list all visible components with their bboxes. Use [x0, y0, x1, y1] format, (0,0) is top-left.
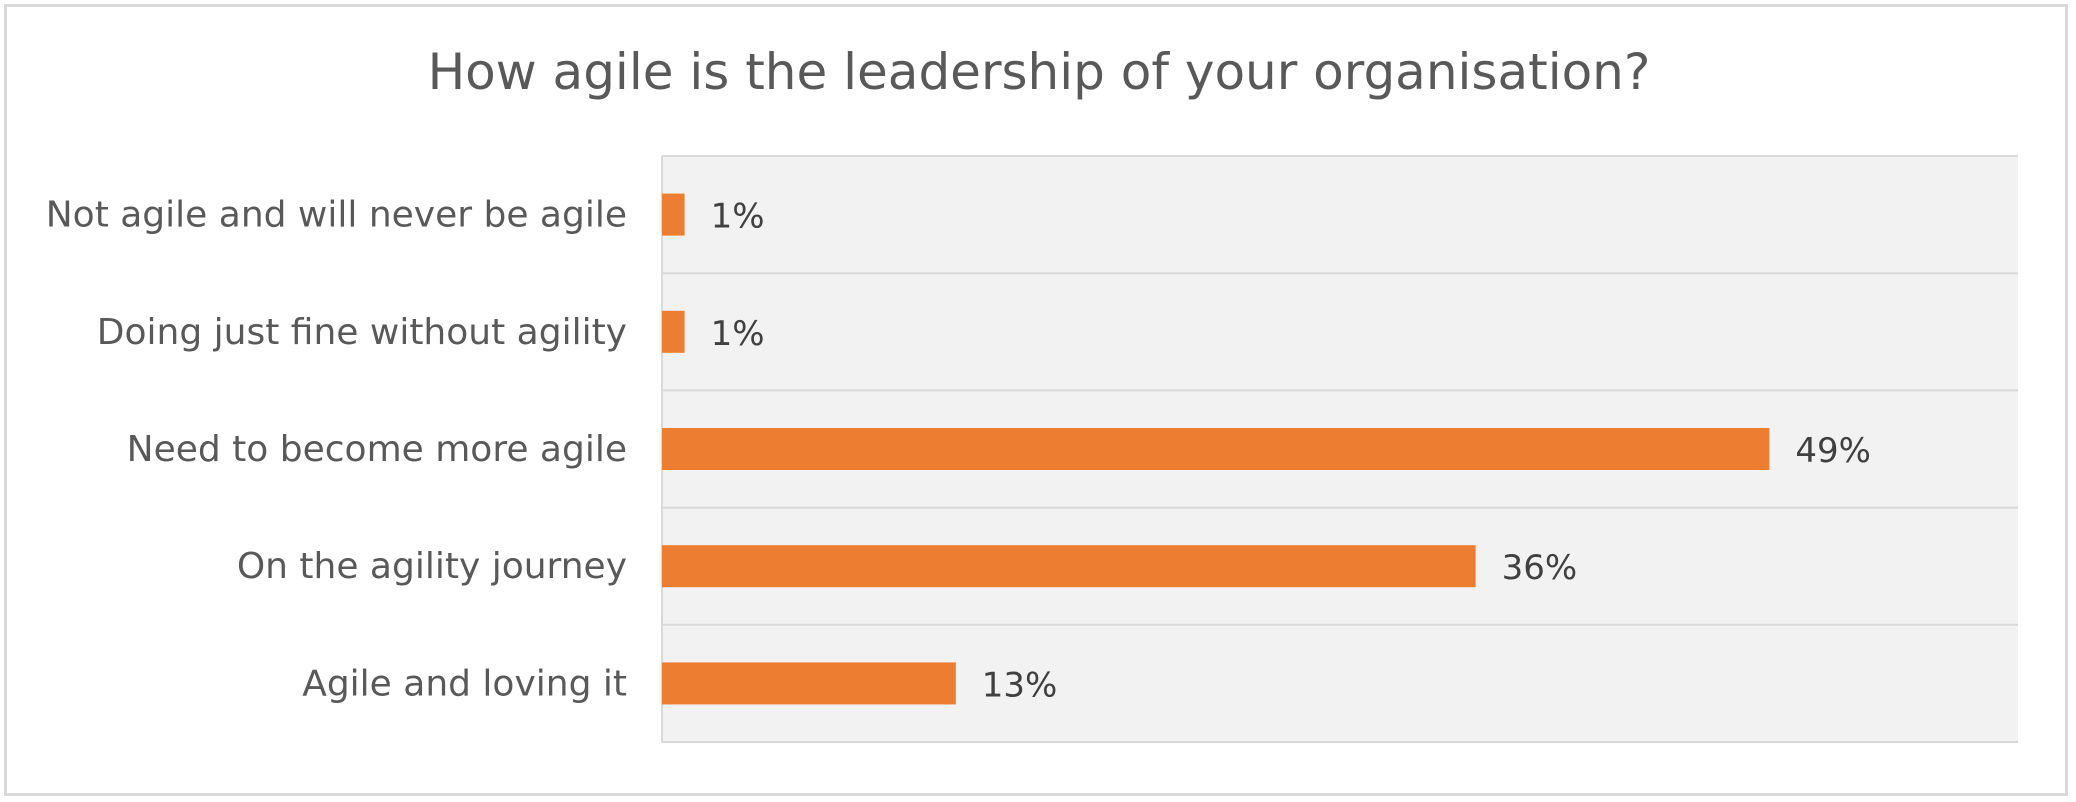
bar: [662, 310, 685, 353]
category-label: Not agile and will never be agile: [46, 195, 627, 236]
chart-title: How agile is the leadership of your orga…: [427, 43, 1651, 101]
category-label: On the agility journey: [237, 546, 627, 587]
data-label: 1%: [711, 197, 765, 237]
bar: [662, 428, 1770, 470]
data-label: 49%: [1795, 431, 1871, 471]
data-label: 36%: [1502, 548, 1578, 588]
bar: [662, 662, 956, 705]
category-label: Need to become more agile: [127, 429, 627, 470]
bar: [662, 545, 1476, 588]
data-label: 1%: [711, 314, 765, 354]
category-label: Agile and loving it: [302, 663, 627, 704]
category-label: Doing just fine without agility: [97, 312, 627, 353]
data-label: 13%: [982, 665, 1058, 705]
bar: [662, 193, 685, 236]
